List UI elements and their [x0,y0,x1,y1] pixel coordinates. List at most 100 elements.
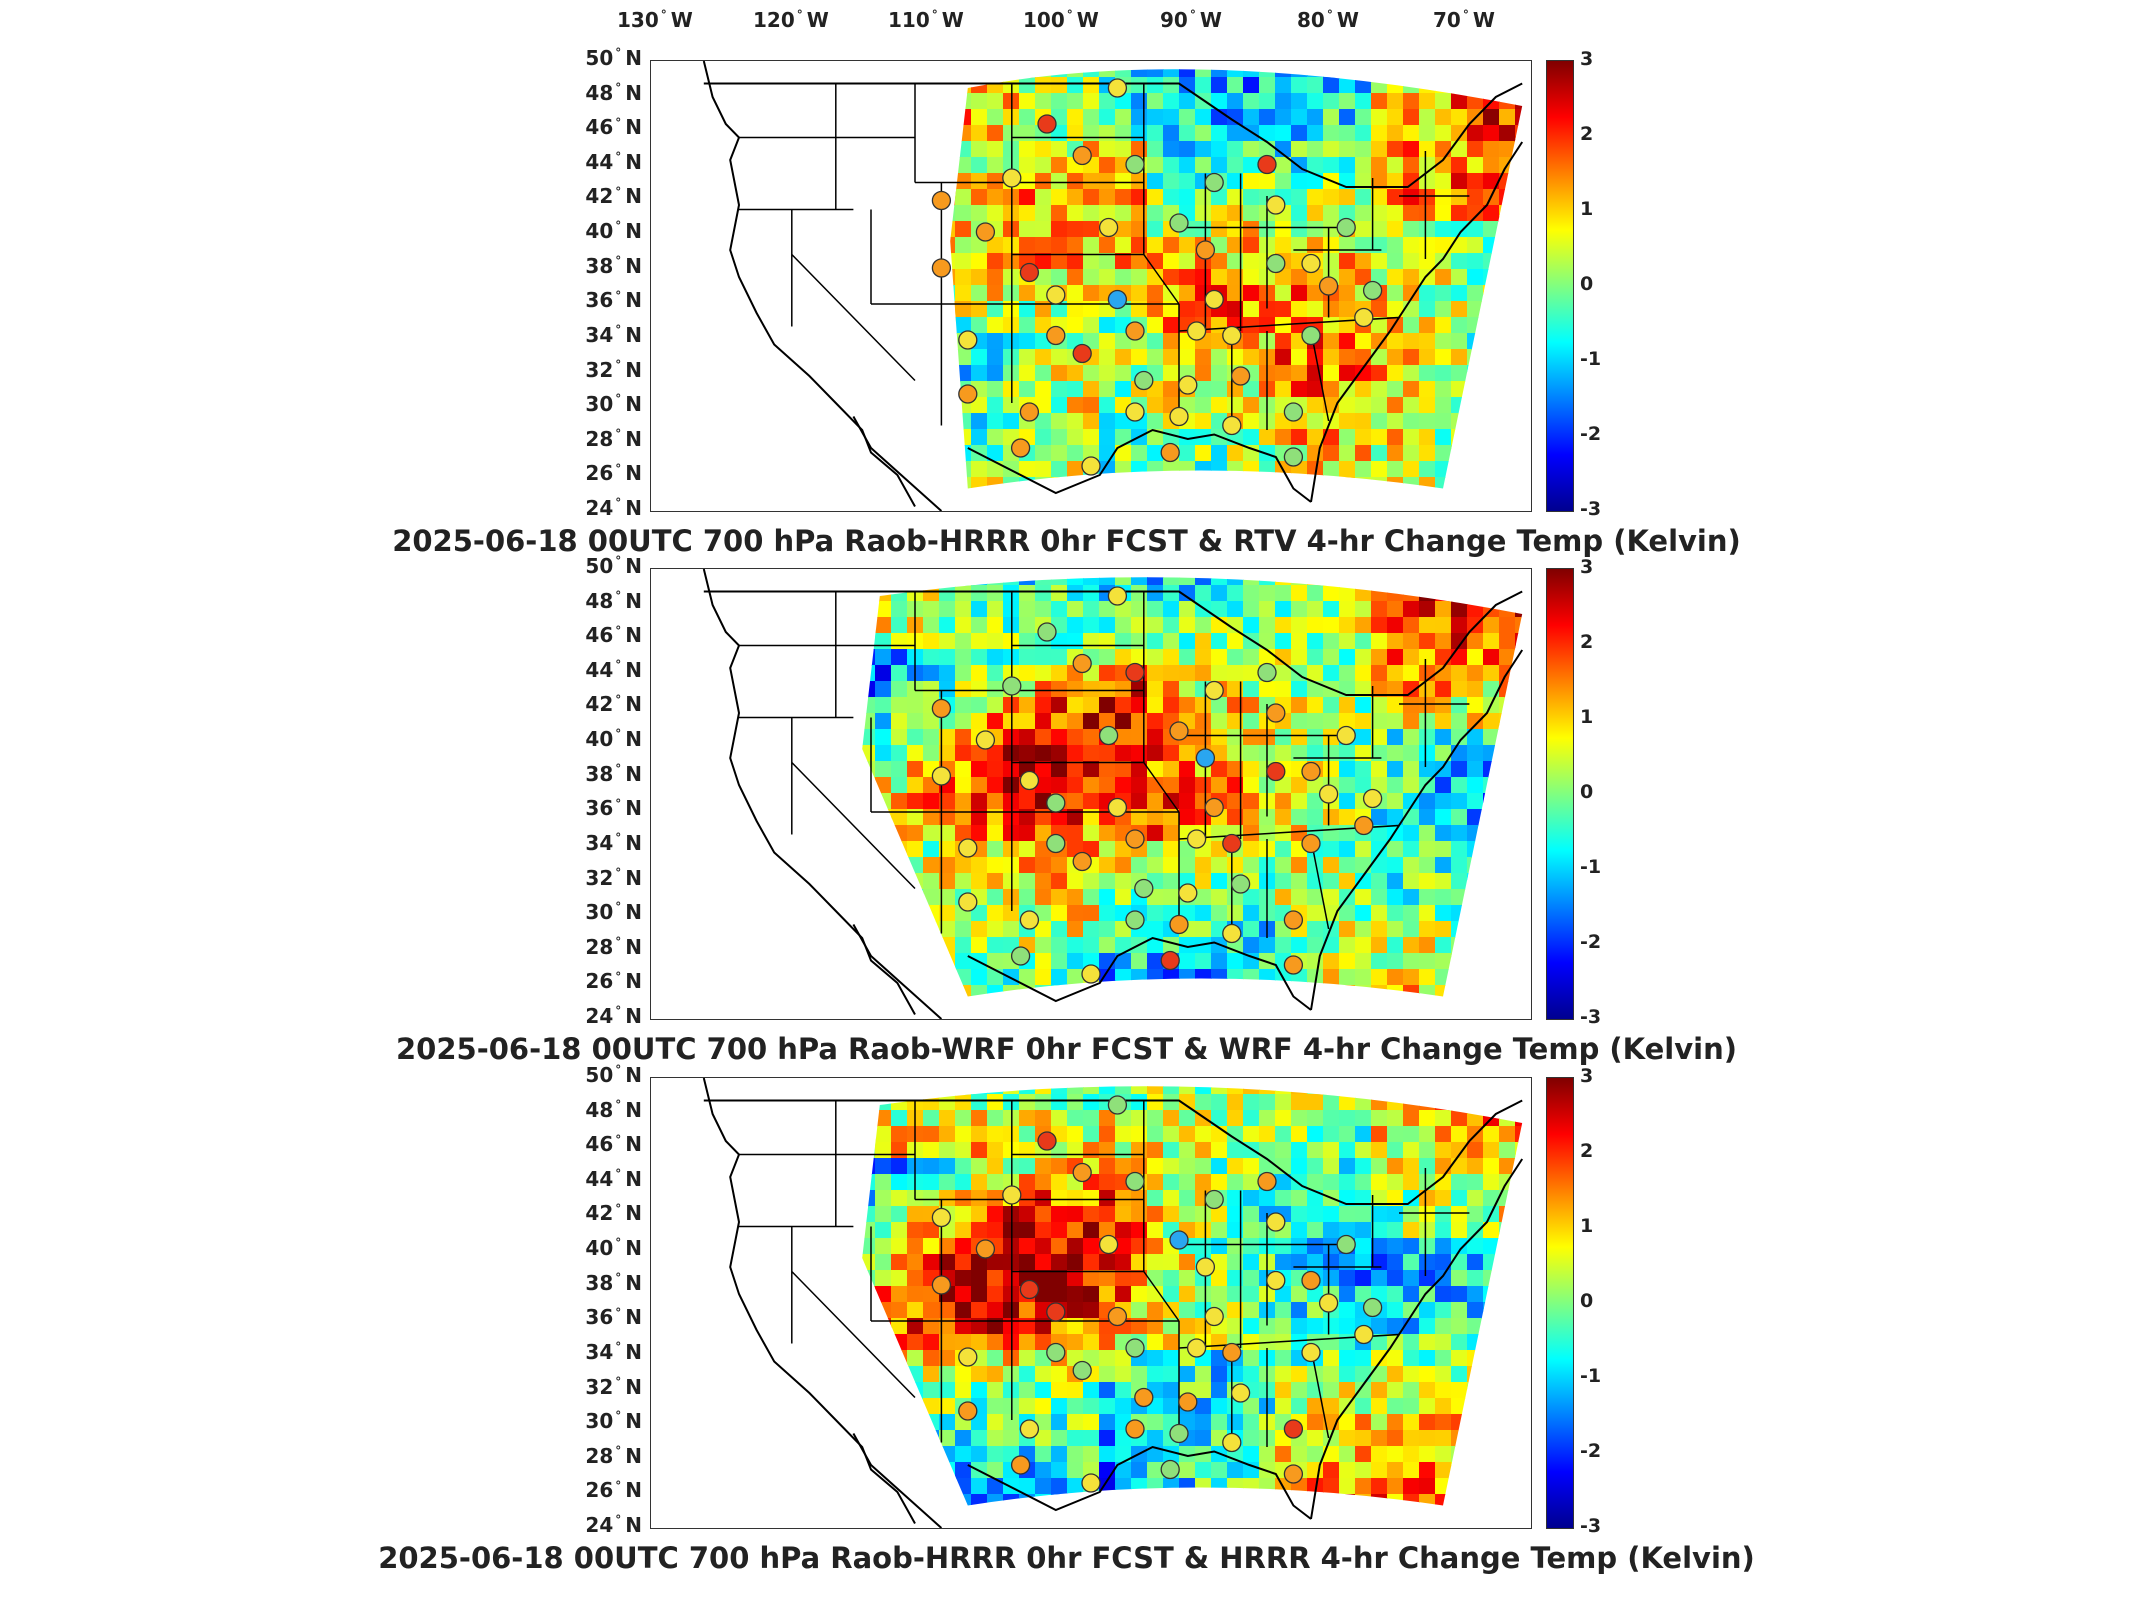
raob-station-marker [1037,114,1057,134]
raob-station-marker [1283,1419,1304,1439]
raob-station-marker [1283,447,1304,467]
raob-station-marker [1019,262,1040,283]
raob-station-marker [1178,375,1198,395]
latitude-label: 42 ° N [585,692,642,717]
raob-station-marker [1160,1459,1180,1480]
raob-station-marker [1134,1387,1154,1408]
raob-station-marker [1125,1338,1145,1358]
colorbar-tick-label: 3 [1580,556,1594,578]
latitude-label: 48 ° N [585,588,642,613]
raob-station-marker [1178,883,1198,903]
latitude-label: 28 ° N [585,1443,642,1468]
raob-station-marker [1134,878,1154,899]
colorbar-tick-label: 0 [1580,1290,1594,1312]
raob-station-marker [931,1275,952,1295]
coastline [702,61,916,507]
raob-station-marker [1301,761,1321,782]
raob-station-marker [958,892,978,912]
raob-station-marker [1354,307,1374,328]
latitude-label: 40 ° N [585,1236,642,1261]
latitude-label: 46 ° N [585,1132,642,1157]
coastline [967,428,1312,503]
raob-station-marker [1336,725,1356,746]
colorbar-tick-label: -3 [1580,498,1602,520]
raob-station-marker [1230,1383,1251,1403]
colorbar-tick-label: -3 [1580,1006,1602,1028]
state-border [1143,254,1180,305]
colorbar-tick-label: -2 [1580,931,1602,953]
state-borders [702,569,1524,1019]
colorbar-tick-label: -2 [1580,423,1602,445]
longitude-label: 100 ° W [1023,8,1099,32]
latitude-label: 32 ° N [585,865,642,890]
raob-station-marker [1072,851,1092,872]
panel-title: 2025-06-18 00UTC 700 hPa Raob-WRF 0hr FC… [395,1032,1737,1066]
raob-station-marker [1301,253,1321,274]
raob-station-marker [1186,1338,1207,1358]
raob-station-marker [1266,253,1286,274]
raob-station-marker [958,1347,978,1367]
raob-stations [931,586,1383,984]
raob-station-marker [1046,1302,1066,1322]
latitude-label: 38 ° N [585,253,642,278]
colorbar-tick-label: 1 [1580,198,1594,220]
raob-station-marker [1002,676,1022,696]
raob-station-marker [1125,1419,1145,1439]
raob-station-marker [1266,195,1286,215]
raob-station-marker [931,698,952,719]
raob-station-marker [1354,815,1374,836]
raob-station-marker [1072,1360,1092,1381]
raob-station-marker [1010,1455,1031,1475]
raob-station-marker [1037,622,1057,642]
longitude-label: 70 ° W [1433,8,1495,32]
raob-station-marker [1160,950,1180,971]
raob-station-marker [1354,1324,1374,1345]
raob-station-marker [1318,276,1339,296]
raob-station-marker [1204,289,1224,310]
raob-station-marker [1002,168,1022,188]
raob-station-marker [1301,833,1321,854]
coastline [852,924,943,1019]
colorbar [1546,1077,1574,1529]
colorbar-tick-label: 3 [1580,48,1594,70]
raob-station-marker [1107,78,1128,98]
raob-station-marker [1072,145,1092,166]
colorbar-tick-label: 2 [1580,123,1594,145]
latitude-label: 26 ° N [585,969,642,994]
raob-station-marker [1107,289,1128,310]
raob-station-marker [1266,761,1286,782]
raob-station-marker [1125,402,1145,422]
raob-station-marker [975,222,996,242]
raob-station-marker [958,330,978,350]
raob-station-marker [931,190,952,211]
raob-station-marker [1257,154,1277,175]
panel-title: 2025-06-18 00UTC 700 hPa Raob-HRRR 0hr F… [378,1541,1755,1575]
state-borders [702,1078,1524,1528]
raob-station-marker [1301,1342,1321,1363]
raob-station-marker [1125,321,1145,341]
colorbar-tick-label: 1 [1580,706,1594,728]
raob-station-marker [1098,1234,1119,1255]
raob-station-marker [975,730,996,750]
raob-station-marker [1362,788,1383,809]
raob-station-marker [958,838,978,858]
raob-station-marker [1169,1230,1189,1250]
latitude-label: 28 ° N [585,426,642,451]
raob-stations [931,78,1383,476]
coastline [703,82,1523,188]
raob-station-marker [1266,1270,1286,1291]
raob-station-marker [1002,1185,1022,1205]
latitude-label: 30 ° N [585,900,642,925]
coastline [1310,141,1524,503]
colorbar-tick-label: -3 [1580,1515,1602,1537]
state-border [1310,330,1330,422]
latitude-label: 24 ° N [585,1004,642,1028]
raob-station-marker [1336,217,1356,238]
longitude-label: 110 ° W [888,8,964,32]
raob-station-marker [1204,680,1224,701]
latitude-label: 46 ° N [585,115,642,140]
raob-station-marker [1046,325,1066,346]
coastline [703,590,1523,696]
raob-station-marker [1169,914,1189,935]
raob-station-marker [931,258,952,278]
